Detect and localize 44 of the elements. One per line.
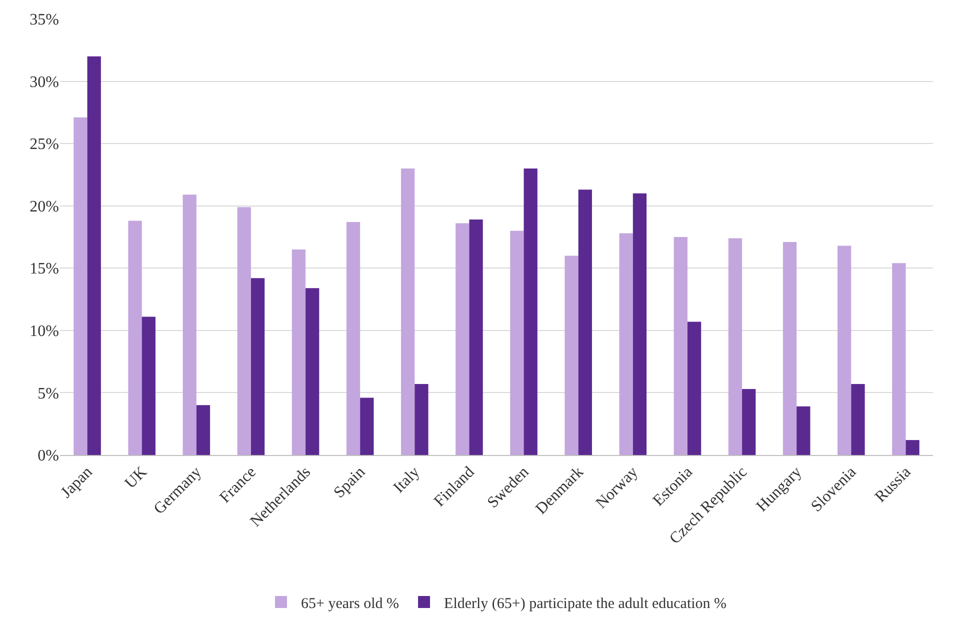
bar bbox=[142, 316, 156, 455]
bar bbox=[906, 440, 920, 455]
bar bbox=[619, 233, 633, 455]
y-tick-label: 25% bbox=[30, 136, 59, 154]
bar bbox=[182, 194, 196, 455]
bar bbox=[74, 117, 88, 455]
x-tick-label: Italy bbox=[390, 464, 424, 496]
bar bbox=[306, 288, 320, 455]
y-tick-label: 30% bbox=[30, 74, 59, 91]
bar bbox=[524, 168, 538, 455]
x-tick-label: UK bbox=[122, 463, 151, 492]
bar bbox=[414, 384, 428, 455]
bar bbox=[128, 220, 142, 455]
bar bbox=[250, 278, 265, 455]
bar bbox=[564, 256, 578, 455]
y-tick-label: 10% bbox=[30, 323, 59, 340]
legend-label: 65+ years old % bbox=[301, 596, 400, 612]
bar bbox=[196, 405, 210, 455]
bar bbox=[838, 246, 852, 455]
bar bbox=[632, 193, 647, 455]
bar bbox=[237, 207, 251, 455]
bar bbox=[401, 168, 415, 455]
bar bbox=[292, 249, 306, 455]
bar bbox=[578, 190, 592, 455]
bar bbox=[510, 230, 524, 455]
bar bbox=[892, 263, 906, 455]
bar bbox=[469, 220, 483, 455]
bar bbox=[742, 388, 756, 455]
y-tick-label: 15% bbox=[30, 260, 59, 278]
y-tick-label: 5% bbox=[38, 385, 59, 402]
y-tick-label: 35% bbox=[30, 12, 59, 29]
y-tick-label: 0% bbox=[38, 448, 59, 465]
bar bbox=[687, 322, 702, 455]
y-tick-label: 20% bbox=[30, 198, 59, 216]
bar bbox=[674, 237, 688, 455]
bar bbox=[728, 238, 742, 455]
bar bbox=[360, 398, 374, 455]
bar bbox=[796, 406, 810, 455]
bar bbox=[456, 223, 470, 455]
bar bbox=[782, 242, 797, 455]
legend-label: Elderly (65+) participate the adult education % bbox=[444, 596, 727, 612]
bar bbox=[346, 222, 360, 455]
bar bbox=[87, 56, 101, 455]
bar bbox=[851, 384, 865, 455]
